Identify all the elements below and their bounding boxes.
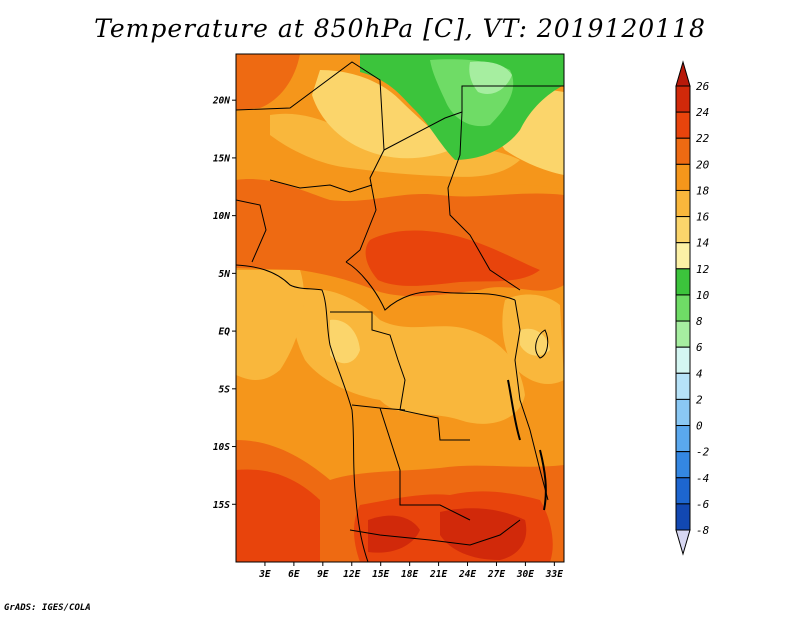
colorbar-label: 26 [696, 80, 710, 93]
colorbar-segment [675, 137, 691, 165]
colorbar-segment [675, 294, 691, 322]
colorbar-segment [675, 189, 691, 218]
colorbar-label: 16 [696, 211, 710, 224]
colorbar-label: -6 [696, 498, 710, 511]
lat-tick-label: 5N [219, 269, 231, 280]
border-namibia-botswana [349, 519, 521, 546]
colorbar-segment [675, 346, 691, 374]
field-region-24-car [365, 230, 540, 286]
lake-malawi [539, 449, 547, 511]
colorbar-label: 22 [696, 132, 710, 145]
field-region-22-northwest [236, 54, 300, 110]
colorbar-segment [675, 268, 691, 296]
border-car-congo [345, 261, 516, 311]
colorbar-segment [675, 503, 691, 531]
lon-tick-label: 9E [317, 569, 329, 580]
colorbar-label: 6 [696, 341, 703, 354]
colorbar-segment [675, 320, 691, 348]
border-east-lakes [514, 299, 549, 501]
colorbar-segment [675, 85, 691, 113]
colorbar-segment [675, 477, 691, 505]
field-region-18-center [293, 289, 525, 424]
lon-tick-label: 30E [516, 569, 534, 580]
lon-tick-label: 12E [343, 569, 360, 580]
temperature-field [236, 54, 564, 562]
colorbar-segment [675, 451, 691, 479]
lat-tick-label: 5S [219, 384, 231, 395]
colorbar-label: -4 [696, 472, 709, 485]
colorbar-segment [675, 216, 691, 244]
lon-tick-label: 33E [545, 569, 563, 580]
lat-tick-label: 10N [213, 211, 230, 222]
map-frame [235, 53, 565, 563]
colorbar-label: -8 [696, 524, 710, 537]
lat-tick-label: 15S [213, 500, 230, 511]
lat-tick-label: EQ [219, 327, 231, 338]
colorbar-label: 12 [696, 263, 710, 276]
map-title: Temperature at 850hPa [C], VT: 201912011… [94, 14, 706, 43]
colorbar-label: 14 [696, 237, 709, 250]
lon-tick-label: 27E [487, 569, 505, 580]
lat-tick-label: 10S [213, 442, 230, 453]
lon-tick-label: 3E [258, 569, 271, 580]
field-region-16-gabon [330, 319, 360, 364]
lake-tanganyika [507, 379, 521, 441]
colorbar-top-arrow [675, 60, 691, 87]
lake-victoria [535, 329, 549, 359]
field-region-16-sahara [312, 70, 450, 159]
border-nigeria-north [269, 179, 373, 193]
colorbar-label: 10 [696, 289, 710, 302]
colorbar-label: 20 [696, 158, 710, 171]
colorbar-label: 0 [696, 420, 703, 433]
colorbar-segment [675, 372, 691, 400]
colorbar-segment [675, 242, 691, 270]
border-egypt-sudan [461, 85, 564, 112]
grads-credit: GrADS: IGES/COLA [4, 603, 91, 613]
colorbar-segment [675, 111, 691, 139]
lon-tick-label: 24E [458, 569, 476, 580]
colorbar-segment [675, 398, 691, 427]
colorbar-label: 2 [696, 393, 703, 406]
west-coastline [236, 264, 369, 562]
colorbar-label: 4 [696, 367, 703, 380]
lon-tick-label: 15E [372, 569, 389, 580]
field-region-16-east [520, 328, 550, 356]
field-region-24-southwest [236, 469, 320, 562]
lon-tick-label: 18E [401, 569, 418, 580]
axis-ticks: 20N 15N 10N 5N EQ 5S 10S 15S 3E 6E 9E 12E 15E 18E 21E 2… [212, 96, 563, 580]
field-region-26-a [368, 515, 420, 553]
colorbar-segment [675, 425, 691, 453]
field-region-26-b [440, 508, 527, 560]
field-region-18-west [236, 270, 304, 380]
border-angola [351, 404, 471, 521]
lon-tick-label: 21E [429, 569, 447, 580]
border-west-africa [236, 199, 267, 263]
lon-tick-label: 6E [288, 569, 300, 580]
colorbar-label: -2 [696, 446, 710, 459]
lat-tick-label: 15N [213, 153, 230, 164]
colorbar-segment [675, 163, 691, 191]
colorbar-label: 18 [696, 184, 710, 197]
lat-tick-label: 20N [212, 96, 230, 107]
colorbar-label: 8 [696, 315, 703, 328]
country-borders [236, 61, 564, 562]
border-chad-sudan [383, 111, 521, 291]
colorbar-label: 24 [696, 106, 709, 119]
colorbar-bottom-arrow [675, 529, 691, 556]
border-gabon-congo-drc [330, 311, 470, 441]
